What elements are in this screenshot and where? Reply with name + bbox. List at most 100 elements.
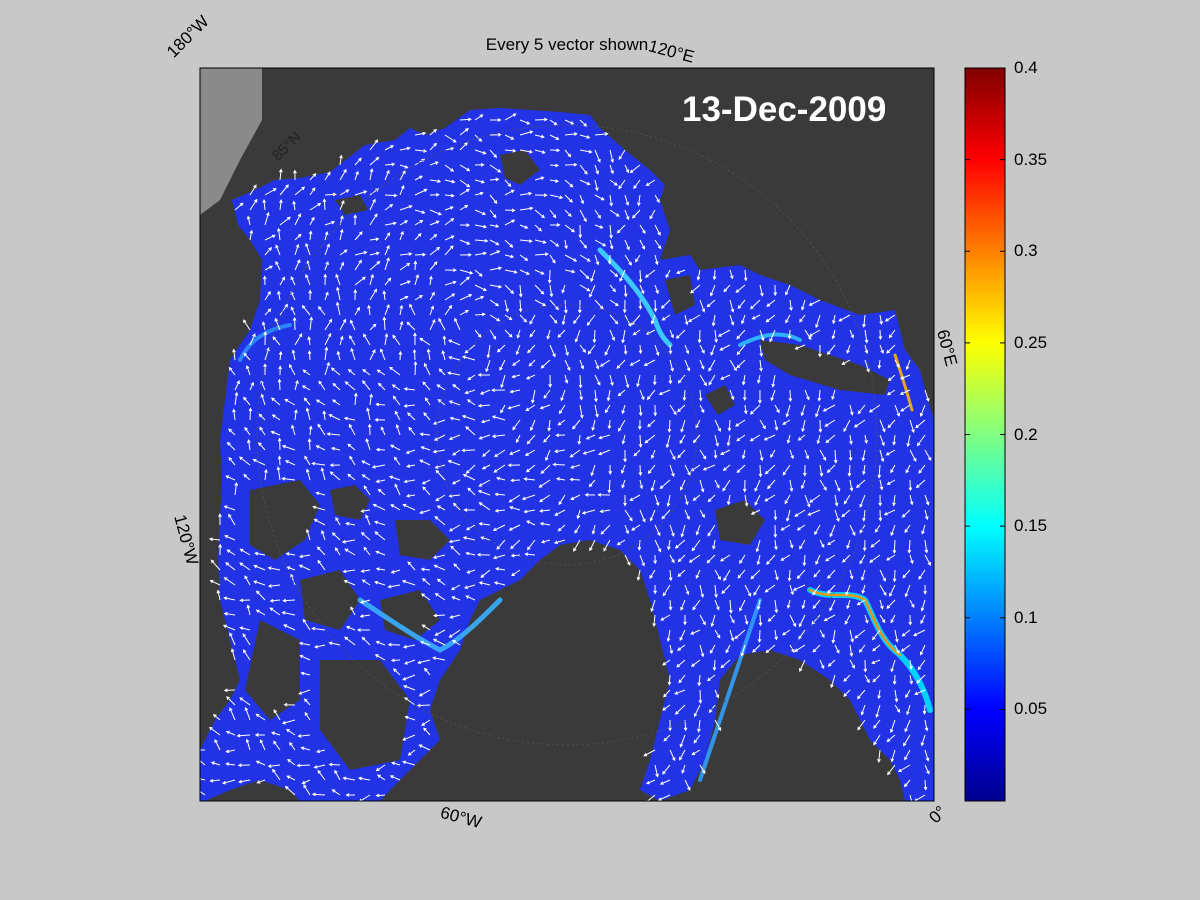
drift-vector [245,738,251,751]
drift-vector [774,419,779,431]
drift-vector [477,373,491,377]
drift-vector [489,194,498,205]
drift-vector [429,318,436,331]
drift-vector [549,314,558,324]
drift-vector [482,449,491,457]
drift-vector [512,419,521,431]
drift-vector [619,269,626,282]
drift-vector [403,685,416,691]
drift-vector [311,792,326,797]
drift-vector [609,179,618,186]
drift-vector [349,319,356,331]
drift-vector [824,554,836,562]
drift-vector [848,449,853,462]
drift-vector [770,389,776,402]
drift-vector [570,464,581,469]
drift-vector [681,764,686,774]
drift-vector [229,707,236,721]
drift-vector [652,374,657,386]
drift-vector [913,629,926,637]
drift-vector [318,305,326,316]
drift-vector [589,539,596,552]
drift-vector [864,614,869,624]
drift-vector [574,329,581,343]
drift-vector [767,479,776,490]
drift-vector [799,659,806,673]
drift-vector [412,348,417,361]
drift-vector [477,403,491,408]
drift-vector [904,719,911,733]
drift-vector [225,475,236,481]
drift-vector [534,239,547,244]
drift-vector [849,644,854,657]
drift-vector [885,449,896,456]
drift-vector [714,569,721,581]
drift-vector [432,554,446,559]
drift-vector [449,416,461,421]
drift-vector [489,149,498,158]
drift-vector [698,689,703,704]
drift-vector [305,468,311,481]
drift-vector [264,211,270,226]
drift-vector [525,464,536,473]
drift-vector [414,295,424,301]
drift-vector [247,438,251,451]
drift-vector [451,596,461,601]
drift-vector [889,584,896,597]
drift-vector [578,374,583,389]
drift-vector [594,254,600,266]
drift-vector [846,599,851,610]
drift-vector [324,332,332,346]
drift-vector [684,464,691,476]
drift-vector [437,398,446,406]
drift-vector [759,284,764,297]
drift-vector [453,563,461,571]
drift-vector [499,359,506,371]
drift-vector [523,477,536,482]
drift-vector [322,198,327,211]
drift-vector [842,554,851,563]
drift-vector [677,404,686,413]
drift-vector [489,164,502,173]
drift-vector [894,704,901,713]
drift-vector [690,659,701,667]
drift-vector [223,505,236,511]
drift-vector [734,629,746,640]
drift-vector [518,284,523,298]
drift-vector [812,584,821,596]
drift-vector [726,494,731,506]
drift-vector [302,369,311,376]
drift-vector [736,344,746,356]
drift-vector [616,224,626,234]
drift-vector [809,494,821,503]
drift-vector [264,468,268,481]
drift-vector [534,224,542,232]
colorbar [964,67,1006,802]
drift-vector [279,184,289,196]
drift-vector [669,644,674,655]
drift-vector [239,548,251,556]
drift-vector [278,365,283,376]
drift-vector [414,131,427,136]
drift-vector [579,119,588,127]
drift-vector [418,744,431,751]
canadian-archipelago-island [250,480,320,560]
drift-vector [311,461,326,466]
drift-vector [709,284,716,297]
drift-vector [384,332,389,346]
drift-vector [689,284,701,294]
drift-vector [659,479,671,490]
drift-vector [726,434,731,447]
drift-vector [679,479,686,491]
drift-vector [564,224,576,233]
drift-vector [486,344,491,359]
drift-vector [303,698,311,706]
drift-vector [413,260,418,271]
drift-vector [504,179,512,188]
drift-vector [521,494,536,501]
drift-vector [369,156,380,166]
drift-vector [548,374,553,388]
drift-vector [330,446,341,451]
drift-vector [684,359,691,372]
drift-vector [474,295,485,301]
